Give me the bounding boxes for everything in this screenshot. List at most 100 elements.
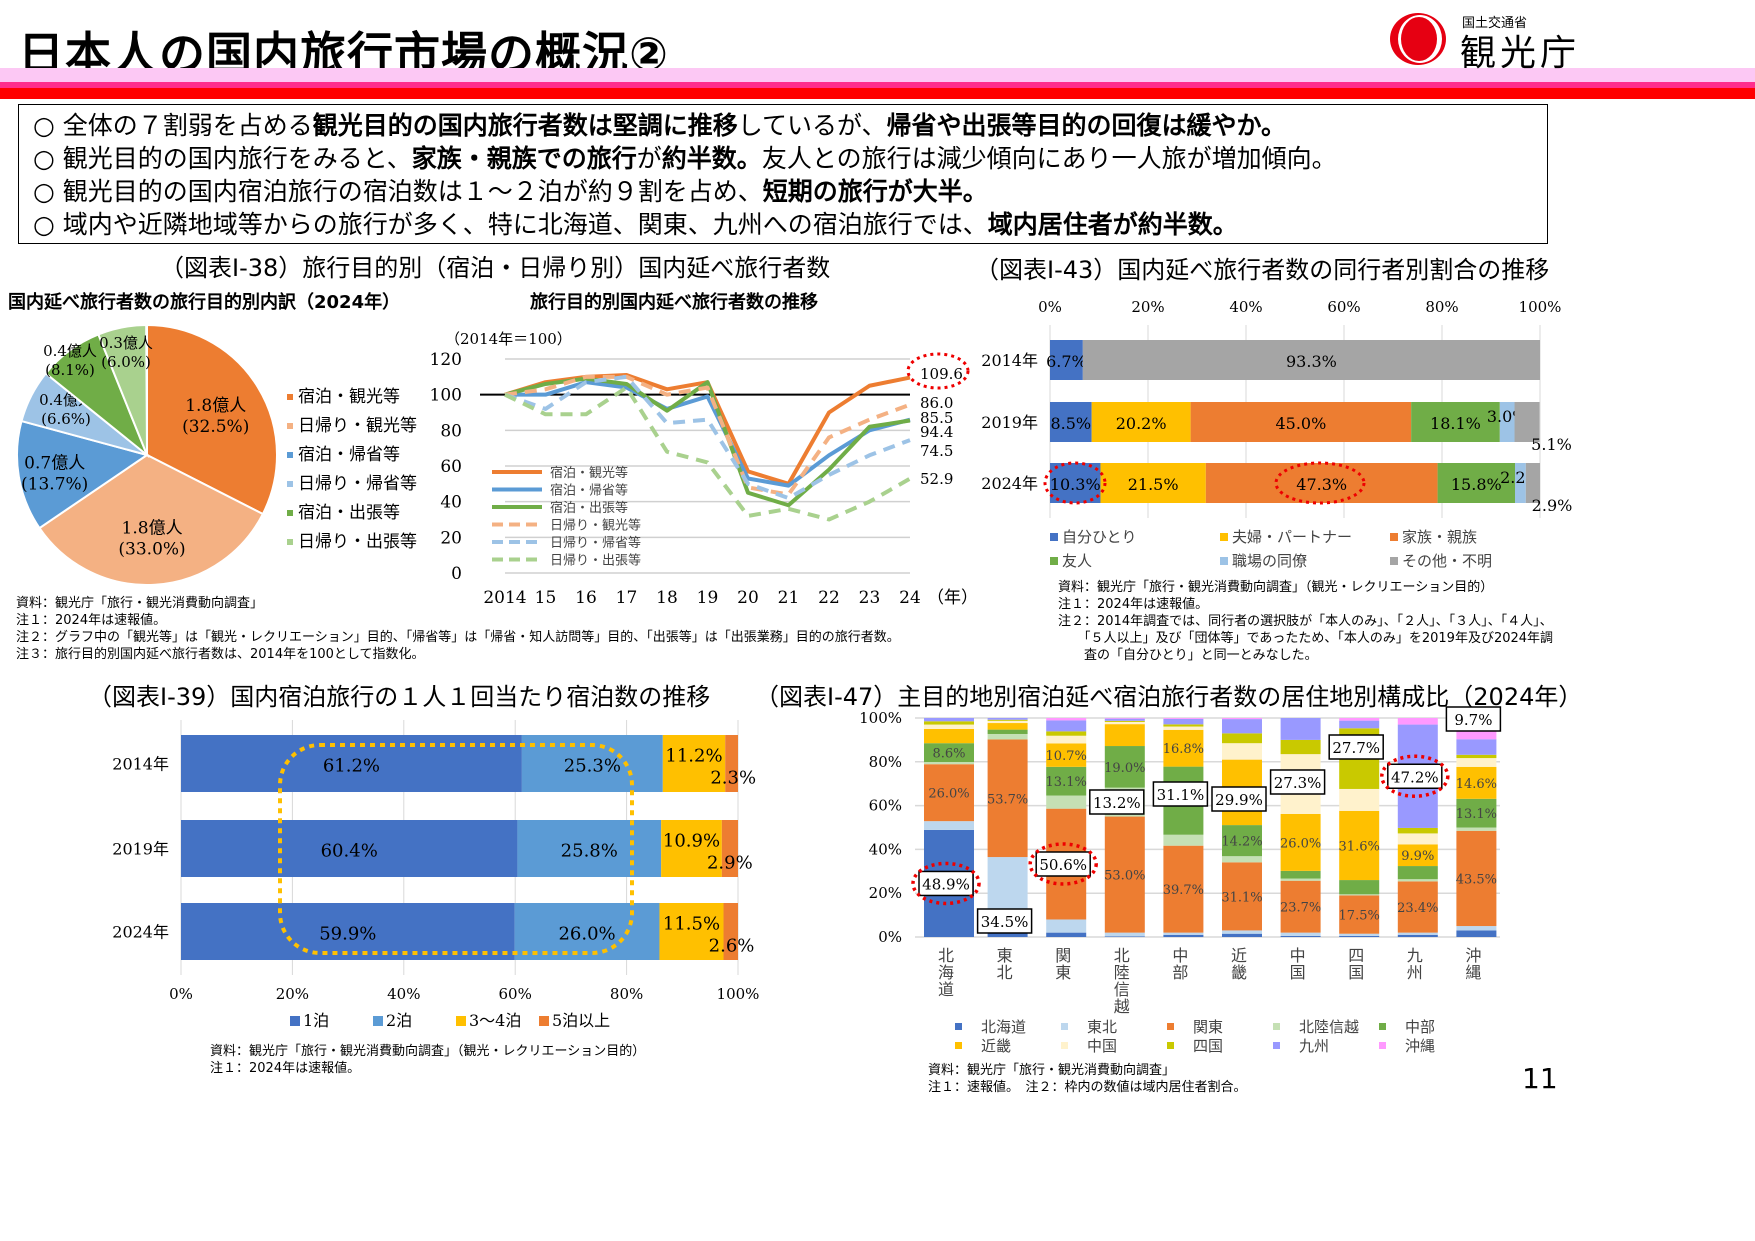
bar-segment bbox=[1397, 934, 1438, 937]
bar-segment bbox=[661, 820, 722, 877]
highlight-box bbox=[278, 743, 634, 955]
bar-segment bbox=[1339, 718, 1380, 721]
data-label: 2.9% bbox=[707, 853, 753, 874]
summary-line: ○ 観光目的の国内旅行をみると、家族・親族での旅行が約半数。友人との旅行は減少傾… bbox=[33, 142, 1533, 175]
bar-segment bbox=[181, 903, 515, 960]
data-label: 2.3% bbox=[710, 768, 756, 789]
bar-segment bbox=[181, 820, 518, 877]
data-label: 47.3% bbox=[1296, 475, 1347, 494]
bar-segment bbox=[1456, 830, 1497, 927]
legend-swatch bbox=[539, 1016, 549, 1026]
category-label-char: 国 bbox=[1348, 963, 1364, 982]
resident-share-box bbox=[1387, 763, 1443, 790]
summary-text: ○ 観光目的の国内宿泊旅行の宿泊数は１～２泊が約９割を占め、 bbox=[33, 177, 763, 206]
bar-segment bbox=[1397, 844, 1438, 867]
bar-segment bbox=[1046, 731, 1087, 736]
page-number: 11 bbox=[1522, 1062, 1558, 1095]
resident-share-box bbox=[1089, 789, 1145, 815]
bar-segment bbox=[1525, 463, 1540, 503]
bar-segment bbox=[1163, 934, 1204, 937]
data-label: 25.3% bbox=[564, 756, 621, 777]
bar-segment bbox=[987, 739, 1028, 858]
pie-slice bbox=[146, 323, 278, 516]
bar-segment bbox=[1411, 402, 1500, 442]
y-tick-label: 40% bbox=[869, 840, 902, 858]
fig39-title: （図表Ⅰ-39）国内宿泊旅行の１人１回当たり宿泊数の推移 bbox=[88, 683, 711, 711]
bar-segment bbox=[924, 721, 974, 725]
legend-label: 宿泊・出張等 bbox=[550, 500, 628, 516]
category-label: 2024年 bbox=[981, 474, 1038, 493]
summary-text: が bbox=[636, 144, 662, 173]
legend-label: 友人 bbox=[1062, 552, 1092, 570]
y-tick-label: 20 bbox=[440, 528, 462, 548]
end-value-label: 74.5 bbox=[920, 442, 953, 460]
bar-segment bbox=[1456, 754, 1497, 759]
bar-segment bbox=[1104, 724, 1145, 747]
x-tick-label: 80% bbox=[610, 985, 643, 1003]
x-tick-label: 20 bbox=[737, 588, 759, 608]
category-label: 2019年 bbox=[112, 840, 169, 859]
y-tick-label: 100% bbox=[860, 709, 902, 727]
x-tick-label: 19 bbox=[697, 588, 719, 608]
data-label: 14.6% bbox=[1456, 777, 1497, 792]
bar-segment bbox=[721, 820, 738, 877]
bar-segment bbox=[924, 724, 974, 729]
legend-label: 職場の同僚 bbox=[1232, 552, 1307, 570]
category-label-char: 北 bbox=[938, 946, 954, 965]
category-label-char: 縄 bbox=[1465, 963, 1481, 982]
pie-legend-label: 日帰り・帰省等 bbox=[298, 474, 417, 494]
bar-segment bbox=[1222, 825, 1262, 857]
summary-text: しているが、 bbox=[737, 111, 887, 140]
summary-text: 短期の旅行が大半。 bbox=[762, 177, 988, 206]
logo-agency: 観光庁 bbox=[1460, 33, 1581, 74]
bar-segment bbox=[1397, 866, 1438, 880]
pie-percent: (33.0%) bbox=[118, 539, 185, 559]
data-label: 21.5% bbox=[1128, 475, 1179, 494]
category-label: 2019年 bbox=[981, 413, 1038, 432]
legend-swatch bbox=[1050, 557, 1058, 565]
legend-swatch bbox=[287, 394, 293, 400]
category-label: 2024年 bbox=[112, 923, 169, 942]
bar-segment bbox=[924, 718, 974, 722]
category-label-char: 中 bbox=[1172, 946, 1188, 965]
companion-chart: 0% 20% 40% 60% 80% 100% 2014年 6.7% 93.3% 2019年 8.5… bbox=[981, 298, 1572, 570]
bar-segment bbox=[924, 728, 974, 744]
data-label: 20.2% bbox=[1116, 414, 1167, 433]
bar-segment bbox=[1046, 932, 1087, 937]
header-band-pink bbox=[0, 82, 1755, 88]
category-label-char: 中 bbox=[1290, 946, 1306, 965]
category-label-char: 道 bbox=[938, 980, 954, 999]
pie-percent: (6.0%) bbox=[101, 353, 151, 371]
note-line: 資料：観光庁「旅行・観光消費動向調査」（観光・レクリエーション目的） bbox=[210, 1044, 646, 1059]
bar-segment bbox=[1280, 932, 1321, 936]
legend-swatch bbox=[1220, 533, 1228, 541]
data-label: 61.2% bbox=[323, 756, 380, 777]
legend-swatch bbox=[1061, 1042, 1068, 1049]
legend-swatch bbox=[1050, 533, 1058, 541]
fig43-notes: 資料：観光庁「旅行・観光消費動向調査」（観光・レクリエーション目的） 注１：202… bbox=[1058, 579, 1553, 664]
resident-share-label: 34.5% bbox=[981, 913, 1029, 931]
resident-share-box bbox=[918, 870, 974, 897]
category-label-char: 九 bbox=[1407, 946, 1423, 965]
y-tick-label: 0% bbox=[878, 928, 902, 946]
note-line: 注１：2024年は速報値。 bbox=[1058, 597, 1209, 612]
legend-swatch bbox=[1167, 1042, 1174, 1049]
header-band-light bbox=[0, 68, 1755, 82]
data-label: 93.3% bbox=[1286, 352, 1337, 371]
x-tick-label: 40% bbox=[387, 985, 420, 1003]
category-label-char: 信 bbox=[1114, 980, 1130, 999]
category-label-char: 海 bbox=[938, 963, 954, 982]
y-tick-label: 60% bbox=[869, 797, 902, 815]
x-tick-label: 18 bbox=[656, 588, 678, 608]
category-label-char: 国 bbox=[1290, 963, 1306, 982]
resident-share-label: 9.7% bbox=[1454, 711, 1492, 729]
bar-segment bbox=[1104, 816, 1145, 933]
bar-segment bbox=[1222, 733, 1262, 744]
pie-label: 1.8億人 bbox=[122, 518, 183, 538]
data-label: 26.0% bbox=[1280, 836, 1321, 851]
x-tick-label: 100% bbox=[717, 985, 760, 1003]
legend-swatch bbox=[287, 539, 293, 545]
category-label-char: 沖 bbox=[1465, 946, 1481, 965]
legend-swatch bbox=[287, 452, 293, 458]
resident-share-label: 27.7% bbox=[1332, 739, 1380, 757]
